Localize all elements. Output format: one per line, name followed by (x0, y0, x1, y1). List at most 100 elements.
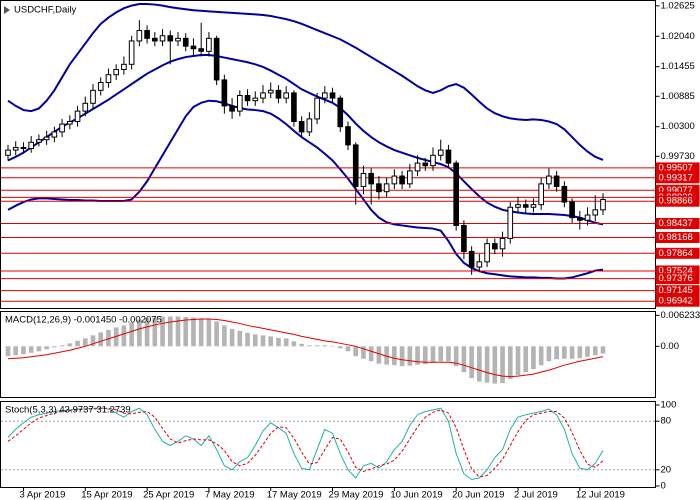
macd-bar (252, 334, 258, 347)
macd-bar (160, 316, 165, 347)
macd-bar (28, 346, 34, 353)
candle-body (546, 175, 552, 185)
chart-title: USDCHF,Daily (14, 5, 77, 16)
macd-bar (206, 318, 212, 347)
x-tick-label: 25 Apr 2019 (143, 490, 194, 500)
macd-bar (546, 346, 552, 362)
candle-body (352, 144, 359, 187)
macd-bar (345, 346, 351, 352)
macd-title: MACD(12,26,9) -0.001450 -0.002075 (5, 315, 162, 326)
macd-bar (515, 346, 521, 376)
candle-body (121, 63, 127, 71)
macd-bar (21, 346, 26, 355)
macd-bar (52, 346, 57, 348)
macd-bar (337, 346, 343, 349)
candle-body (522, 204, 529, 208)
macd-bar (384, 346, 389, 365)
macd-bar (291, 341, 297, 347)
candle-body (476, 261, 483, 268)
candle-body (422, 162, 429, 167)
candle-body (144, 30, 150, 39)
macd-bar (36, 346, 42, 352)
macd-bar (531, 346, 536, 370)
x-tick-label: 20 Jun 2019 (452, 490, 504, 500)
y-tick-label: 0.00 (661, 341, 680, 352)
candle-body (260, 92, 266, 99)
y-tick-label: 0.006233 (661, 310, 700, 321)
candle-body (67, 120, 73, 125)
level-label-box (655, 162, 700, 174)
candle-body (182, 37, 189, 47)
macd-bar (307, 345, 312, 347)
candle-body (267, 89, 274, 94)
candle-body (128, 40, 135, 65)
macd-bar (415, 346, 420, 365)
candle-body (322, 92, 328, 99)
y-tick-label: 100 (661, 400, 677, 411)
candle-body (306, 118, 313, 133)
macd-bar (299, 343, 304, 347)
macd-bar (554, 346, 559, 360)
y-tick-label: 1.02040 (661, 31, 695, 42)
level-label-box (655, 295, 700, 307)
x-tick-label: 12 Jul 2019 (576, 490, 625, 500)
macd-bar (484, 346, 490, 383)
level-label-box (655, 232, 700, 244)
macd-bar (191, 317, 196, 347)
macd-bar (577, 346, 583, 359)
candle-body (561, 185, 568, 203)
candle-body (492, 243, 498, 250)
candle-body (12, 146, 19, 151)
macd-bar (167, 316, 173, 347)
level-label: 0.97376 (659, 273, 693, 284)
macd-bar (152, 317, 158, 347)
candle-body (59, 123, 65, 133)
candle-body (600, 198, 606, 211)
macd-bar (330, 345, 335, 347)
y-tick-label: 0 (661, 481, 666, 492)
candle-body (584, 214, 591, 221)
level-label-box (655, 273, 700, 285)
y-tick-label: 1.00885 (661, 91, 695, 102)
candle-body (368, 172, 375, 185)
candle-body (252, 97, 259, 102)
macd-bar (82, 338, 88, 347)
x-tick-label: 7 May 2019 (205, 490, 255, 500)
macd-bar (13, 346, 19, 356)
candle-body (530, 204, 537, 208)
y-tick-label: 1.01455 (661, 61, 695, 72)
x-tick-label: 3 Apr 2019 (19, 490, 65, 500)
candle-body (221, 79, 228, 107)
candle-body (167, 35, 174, 42)
macd-bar (430, 346, 436, 363)
level-label: 0.99507 (659, 162, 693, 173)
candle-body (430, 154, 436, 167)
candle-body (298, 120, 305, 133)
macd-bar (407, 346, 413, 366)
y-tick-label: 1.00300 (661, 121, 695, 132)
candle-body (20, 146, 27, 150)
x-tick-label: 17 May 2019 (267, 490, 322, 500)
title-icon (4, 6, 10, 14)
macd-bar (507, 346, 513, 380)
macd-bar (438, 346, 444, 362)
macd-bar (422, 346, 428, 365)
candle-body (383, 183, 390, 193)
macd-bar (137, 319, 142, 347)
candle-body (360, 172, 367, 187)
level-label: 0.97145 (659, 285, 693, 296)
bollinger-band (7, 53, 604, 226)
candle-body (105, 74, 112, 84)
macd-bar (144, 317, 150, 347)
candle-body (28, 141, 34, 150)
candle-body (414, 162, 421, 172)
candle-body (499, 237, 506, 250)
level-label-box (655, 218, 700, 230)
macd-bar (129, 322, 134, 347)
candle-body (36, 139, 42, 143)
macd-bar (469, 346, 474, 379)
level-label-box (655, 172, 700, 184)
macd-bar (268, 336, 274, 347)
x-tick-label: 15 Apr 2019 (81, 490, 132, 500)
